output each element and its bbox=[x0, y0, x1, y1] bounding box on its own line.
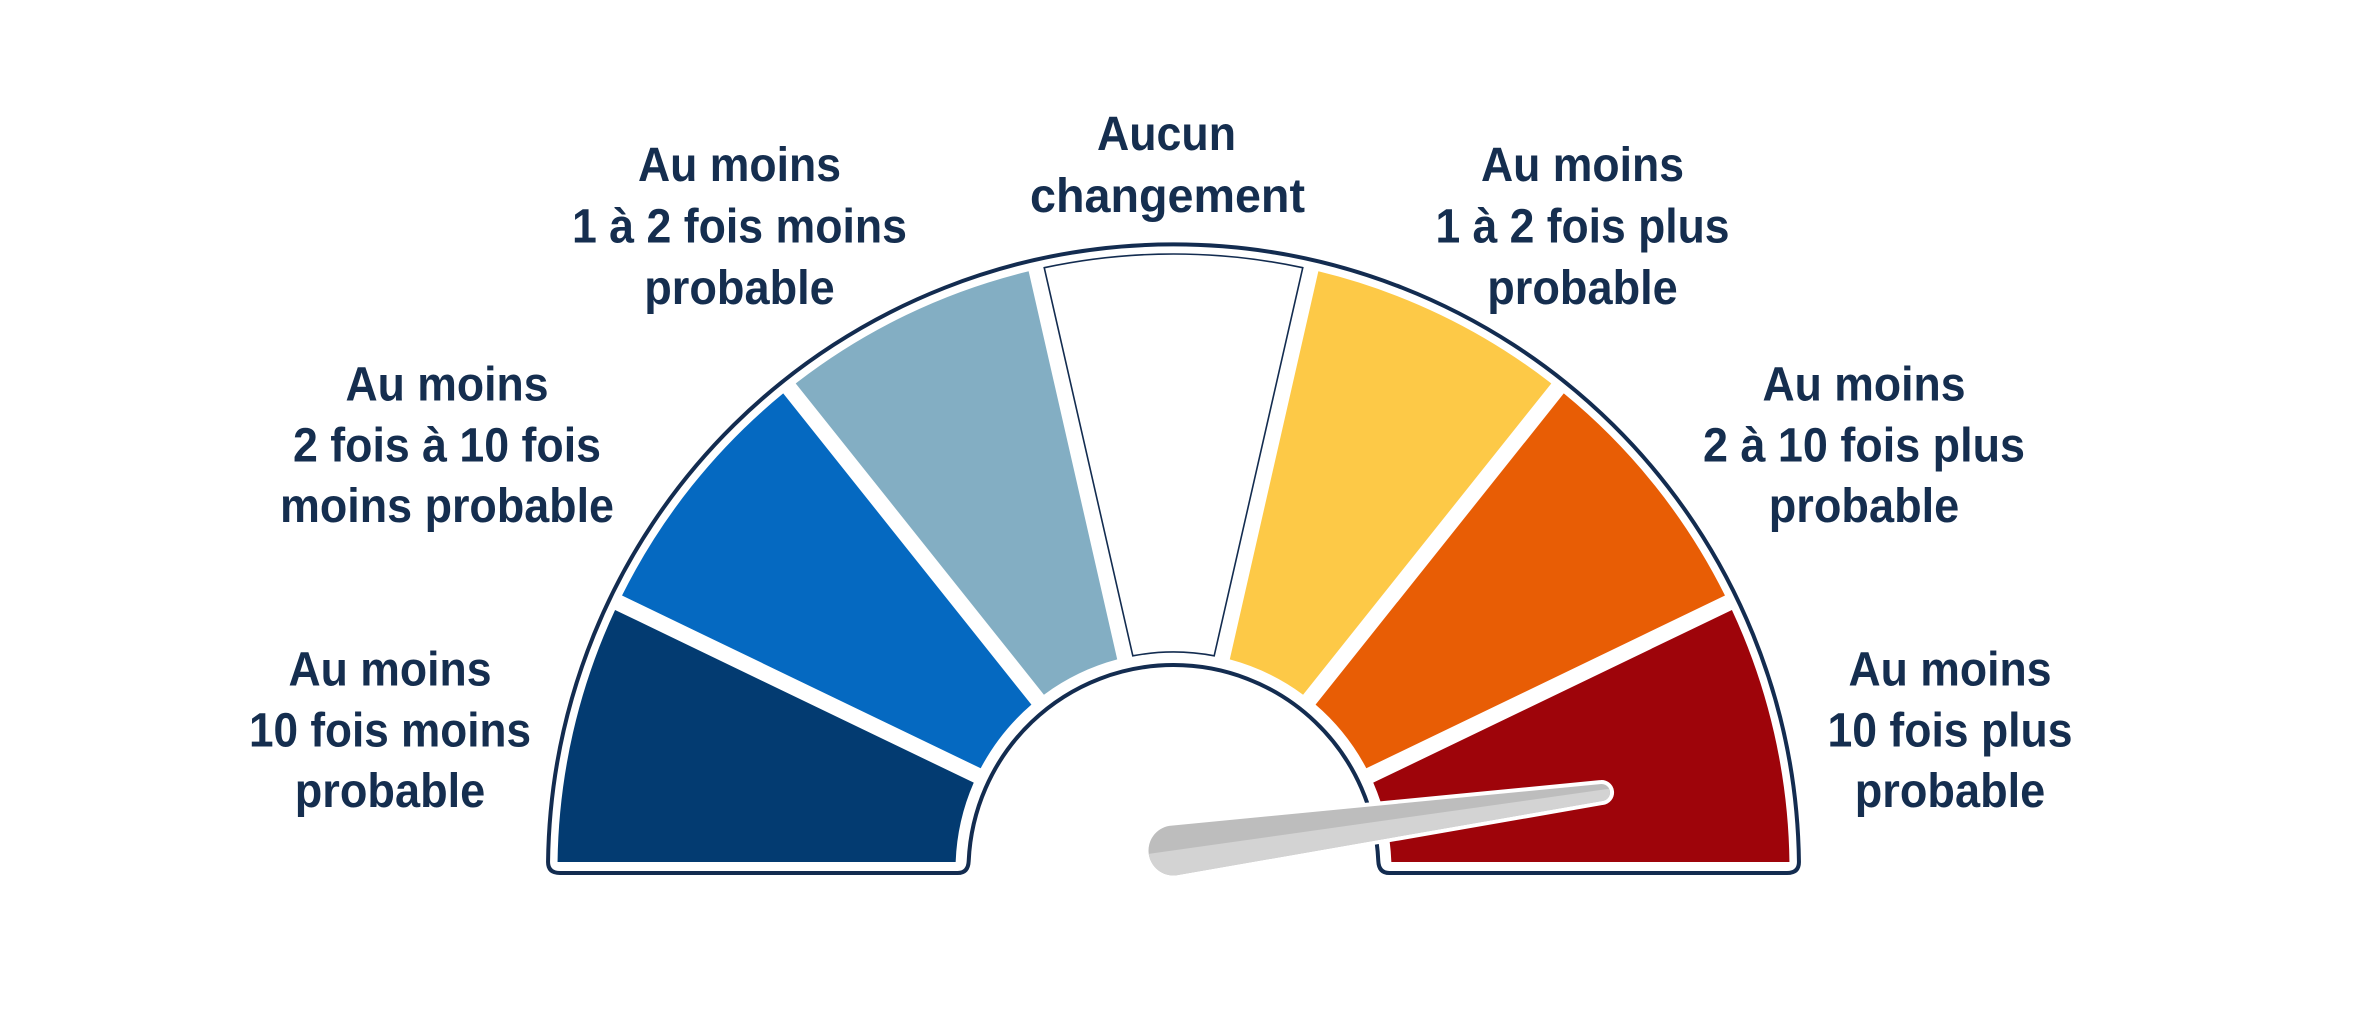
svg-text:probable: probable bbox=[1487, 262, 1678, 315]
svg-text:Au moins: Au moins bbox=[1849, 643, 2052, 696]
svg-text:probable: probable bbox=[295, 765, 486, 818]
svg-text:Au moins: Au moins bbox=[1763, 359, 1966, 412]
svg-text:probable: probable bbox=[1855, 765, 2046, 818]
svg-text:Au moins: Au moins bbox=[289, 643, 492, 696]
svg-text:Au moins: Au moins bbox=[638, 139, 841, 192]
svg-text:2 à 10 fois plus: 2 à 10 fois plus bbox=[1703, 419, 2025, 472]
svg-text:moins probable: moins probable bbox=[280, 480, 614, 533]
svg-text:10 fois plus: 10 fois plus bbox=[1828, 704, 2073, 757]
svg-text:10 fois moins: 10 fois moins bbox=[249, 704, 531, 757]
svg-text:probable: probable bbox=[644, 262, 835, 315]
svg-text:Au moins: Au moins bbox=[346, 359, 549, 412]
svg-text:changement: changement bbox=[1030, 170, 1305, 223]
svg-text:Aucun: Aucun bbox=[1097, 108, 1236, 161]
svg-text:probable: probable bbox=[1769, 480, 1960, 533]
svg-text:1 à 2 fois plus: 1 à 2 fois plus bbox=[1436, 201, 1730, 254]
svg-text:2 fois à 10 fois: 2 fois à 10 fois bbox=[293, 419, 601, 472]
svg-text:1 à 2 fois moins: 1 à 2 fois moins bbox=[572, 201, 907, 254]
svg-text:Au moins: Au moins bbox=[1481, 139, 1684, 192]
